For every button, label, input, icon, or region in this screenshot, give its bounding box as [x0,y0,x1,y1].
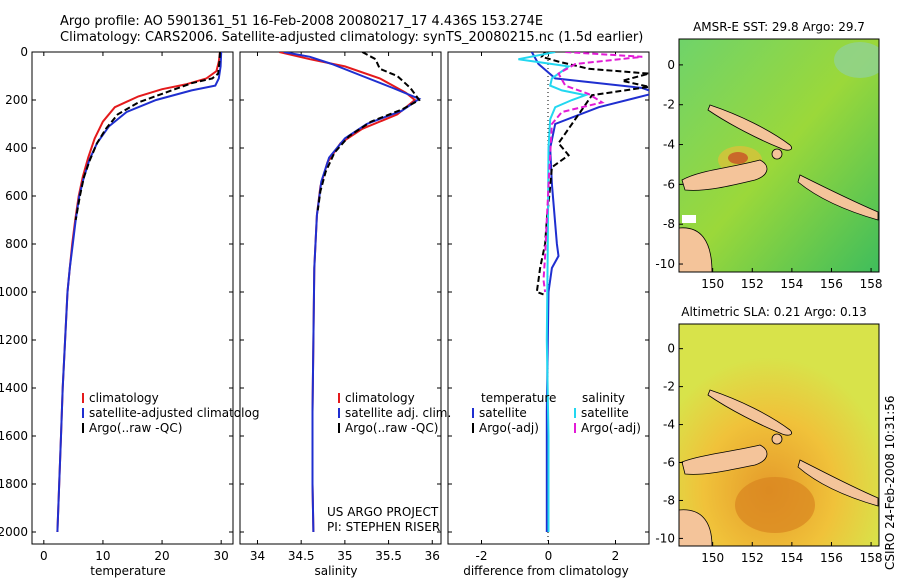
sst-map-title: AMSR-E SST: 29.8 Argo: 29.7 [693,20,865,34]
sst-newireland-island [707,104,793,151]
sla-solomon-island [797,459,879,507]
temperature-ytick-label: 600 [5,189,28,203]
salinity-xtick-label: 34 [250,549,265,563]
sla-map-xtick-label: 150 [701,551,724,565]
salinity-series-line [279,52,417,533]
sla-high-patch [735,477,815,533]
sla-map-ytick-label: -6 [663,456,675,470]
sla-map-xtick-label: 154 [780,551,803,565]
sst-map-ytick-label: -2 [663,98,675,112]
sst-newbritain-island [681,159,768,191]
difference-panel: -2 0 2 temperature salinitysatelliteArgo(-a… [447,51,650,578]
sst-map-ytick-label: 0 [667,58,675,72]
difference-legend-header-salinity: salinity [582,391,625,405]
difference-legend-temperature: satellite [479,406,527,420]
salinity-legend-entry: climatology [345,391,415,405]
salinity-xlabel: salinity [314,564,357,578]
sst-map-ytick-label: -6 [663,177,675,191]
difference-xtick-label: 2 [612,549,620,563]
sst-map-frame [678,38,880,273]
sst-map-xtick-label: 152 [741,277,764,291]
sst-map-xtick-label: 154 [780,277,803,291]
figure-title-line2: Climatology: CARS2006. Satellite-adjuste… [60,30,643,45]
salinity-xtick-label: 35.5 [375,549,402,563]
sla-map-ytick-label: 0 [667,342,675,356]
difference-legend-salinity: Argo(-adj) [581,421,641,435]
salinity-xtick-label: 34.5 [288,549,315,563]
salinity-legend-entry: Argo(..raw -QC) [345,421,438,435]
temperature-ytick-label: 800 [5,237,28,251]
sla-map-ytick-label: -4 [663,418,675,432]
sla-map-ytick-label: -10 [655,531,675,545]
sst-map: AMSR-E SST: 29.8 Argo: 29.7 150 152 154 156… [655,20,883,291]
salinity-xtick-label: 36 [425,549,440,563]
temperature-series-line [56,52,223,533]
sst-solomon-island [797,174,879,221]
sst-map-ytick-label: -8 [663,217,675,231]
difference-xtick-label: 0 [545,549,553,563]
sla-map-xtick-label: 156 [820,551,843,565]
difference-legend-salinity: satellite [581,406,629,420]
sst-map-ytick-label: -10 [655,257,675,271]
sst-map-ytick-label: -4 [663,138,675,152]
temperature-series-line [74,52,221,221]
temperature-ytick-label: 0 [20,45,28,59]
sst-gap [682,215,696,223]
sst-map-xtick-label: 158 [860,277,883,291]
temperature-legend-entry: Argo(..raw -QC) [89,421,182,435]
sst-bougainville-island [771,148,783,160]
temperature-series-line [56,52,221,533]
sla-newireland-island [707,389,793,436]
salinity-annotation-line2: PI: STEPHEN RISER [327,520,440,534]
temperature-legend-entry: climatology [89,391,159,405]
temperature-ytick-label: 400 [5,141,28,155]
temperature-axes-frame [31,51,234,545]
sla-map-xtick-label: 158 [860,551,883,565]
sla-map-frame [678,323,880,547]
sla-map: Altimetric SLA: 0.21 Argo: 0.13 150 152 15… [655,305,882,565]
sla-bougainville-island [771,433,783,445]
difference-xtick-label: -2 [476,549,488,563]
sla-newbritain-island [681,444,768,475]
difference-series-line [542,52,643,293]
figure-title-line1: Argo profile: AO 5901361_51 16-Feb-2008 … [60,14,543,29]
temperature-xtick-label: 30 [214,549,229,563]
temperature-ytick-label: 1600 [0,429,28,443]
salinity-series-line [316,52,421,211]
sla-map-title: Altimetric SLA: 0.21 Argo: 0.13 [681,305,866,319]
salinity-series-line [283,52,422,533]
difference-series-line [535,52,649,296]
sst-map-xtick-label: 156 [820,277,843,291]
temperature-panel: 0 10 20 30 0 200 400 600 800 1000 1200 1400 1600 1800… [0,45,259,578]
salinity-legend-entry: satellite adj. clim. [345,406,451,420]
side-timestamp: CSIRO 24-Feb-2008 10:31:56 [883,395,897,570]
temperature-xtick-label: 0 [40,549,48,563]
difference-legend-temperature: Argo(-adj) [479,421,539,435]
sst-cool-patch [834,42,879,78]
sst-map-xtick-label: 150 [701,277,724,291]
salinity-axes-frame [239,51,442,545]
sla-map-ytick-label: -8 [663,493,675,507]
temperature-ytick-label: 1400 [0,381,28,395]
difference-xlabel: difference from climatology [463,564,629,578]
temperature-xtick-label: 20 [154,549,169,563]
temperature-ytick-label: 2000 [0,525,28,539]
temperature-ytick-label: 1000 [0,285,28,299]
salinity-annotation-line1: US ARGO PROJECT [327,505,439,519]
temperature-ytick-label: 200 [5,93,28,107]
temperature-ytick-label: 1800 [0,477,28,491]
temperature-xlabel: temperature [90,564,165,578]
temperature-ytick-label: 1200 [0,333,28,347]
temperature-xtick-label: 10 [95,549,110,563]
difference-legend-header-temperature: temperature [481,391,556,405]
sla-map-xtick-label: 152 [741,551,764,565]
temperature-legend-entry: satellite-adjusted climatolog [89,406,259,420]
salinity-xtick-label: 35 [337,549,352,563]
sla-map-ytick-label: -2 [663,380,675,394]
sst-hot-patch [728,152,748,164]
